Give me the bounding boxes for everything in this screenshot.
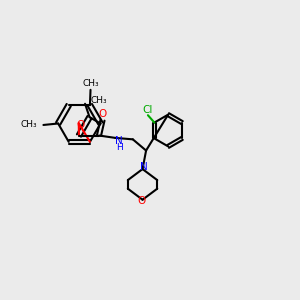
Text: CH₃: CH₃: [82, 79, 99, 88]
Text: Cl: Cl: [142, 105, 152, 115]
Text: N: N: [116, 136, 123, 146]
Text: O: O: [76, 120, 84, 130]
Text: O: O: [98, 109, 106, 119]
Text: H: H: [116, 143, 123, 152]
Text: CH₃: CH₃: [90, 96, 107, 105]
Text: N: N: [140, 162, 148, 172]
Text: O: O: [137, 196, 146, 206]
Text: CH₃: CH₃: [20, 121, 37, 130]
